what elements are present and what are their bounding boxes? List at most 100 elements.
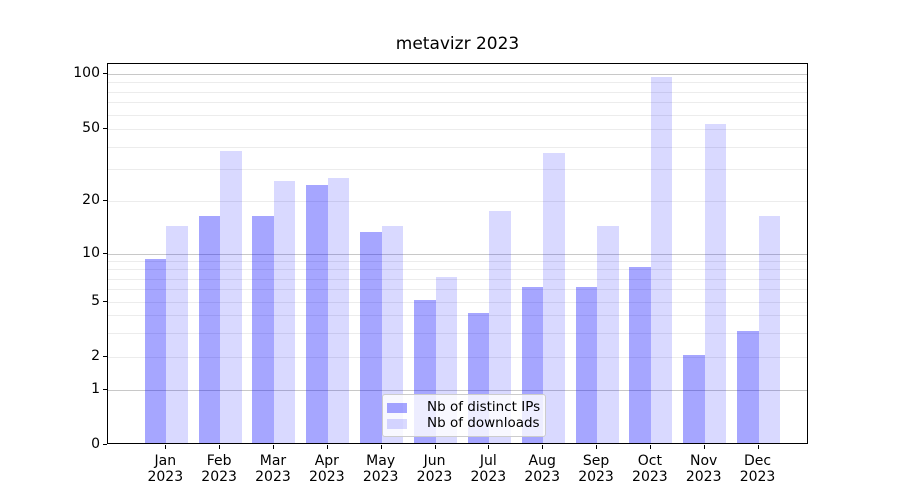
- legend-entry-downloads: Nb of downloads: [387, 415, 540, 431]
- legend-label-distinct-ips: Nb of distinct IPs: [427, 399, 541, 415]
- x-tick-label-sep: Sep 2023: [569, 453, 623, 485]
- bar-sep-downloads: [597, 226, 619, 443]
- bar-apr-downloads: [327, 178, 350, 443]
- y-tick-label-100: 100: [73, 65, 100, 81]
- x-tick-label-mar: Mar 2023: [246, 453, 300, 485]
- minor-gridline-40: [108, 146, 807, 148]
- bar-nov-distinct-ips: [683, 355, 705, 443]
- x-tick-label-nov: Nov 2023: [677, 453, 731, 485]
- x-tick-mark-may: [380, 445, 382, 449]
- bar-oct-distinct-ips: [629, 267, 651, 443]
- minor-gridline-70: [108, 102, 807, 104]
- minor-gridline-2: [108, 357, 807, 358]
- bar-oct-downloads: [650, 76, 673, 443]
- minor-gridline-5: [108, 302, 807, 303]
- minor-gridline-9: [108, 261, 807, 263]
- x-tick-label-dec: Dec 2023: [731, 453, 785, 485]
- y-tick-label-20: 20: [82, 192, 100, 208]
- minor-gridline-90: [108, 82, 807, 84]
- x-tick-mark-jul: [488, 445, 490, 449]
- x-tick-year-dec: 2023: [739, 469, 776, 485]
- major-gridline-100: [108, 74, 807, 75]
- x-tick-year-mar: 2023: [255, 469, 291, 485]
- legend-entry-distinct-ips: Nb of distinct IPs: [387, 399, 541, 415]
- x-tick-mark-apr: [326, 445, 328, 449]
- minor-gridline-6: [108, 289, 807, 291]
- x-tick-mark-mar: [272, 445, 274, 449]
- x-tick-label-may: May 2023: [354, 453, 408, 485]
- y-tick-label-50: 50: [82, 120, 100, 136]
- legend-swatch-downloads: [387, 418, 407, 429]
- chart-title: metavizr 2023: [395, 34, 520, 54]
- y-tick-mark-10: [103, 253, 107, 254]
- x-tick-year-jan: 2023: [147, 469, 184, 485]
- bar-mar-distinct-ips: [252, 216, 274, 443]
- major-gridline-10: [108, 254, 807, 255]
- y-tick-label-0: 0: [91, 436, 100, 452]
- x-tick-mark-jan: [165, 445, 167, 449]
- x-tick-label-jan: Jan 2023: [138, 453, 192, 485]
- x-tick-mark-sep: [596, 445, 598, 449]
- y-tick-label-2: 2: [91, 348, 100, 364]
- legend-swatch-distinct-ips: [387, 402, 407, 413]
- plot-area: Nb of distinct IPs Nb of downloads: [107, 63, 808, 444]
- x-tick-label-aug: Aug 2023: [515, 453, 569, 485]
- bar-jan-distinct-ips: [144, 259, 167, 443]
- bar-nov-downloads: [704, 123, 727, 443]
- x-tick-mark-nov: [703, 445, 705, 449]
- minor-gridline-80: [108, 91, 807, 93]
- x-tick-label-apr: Apr 2023: [300, 453, 354, 485]
- bar-feb-distinct-ips: [198, 216, 221, 443]
- bar-may-distinct-ips: [360, 231, 382, 443]
- y-tick-label-10: 10: [82, 245, 100, 261]
- minor-gridline-20: [108, 201, 807, 202]
- bar-feb-downloads: [220, 150, 242, 443]
- y-tick-mark-50: [103, 128, 107, 129]
- y-tick-mark-1: [103, 389, 107, 390]
- y-tick-mark-2: [103, 356, 107, 357]
- major-gridline-1: [108, 390, 807, 391]
- x-tick-year-sep: 2023: [578, 469, 614, 485]
- bar-apr-distinct-ips: [306, 184, 328, 443]
- bar-jan-downloads: [166, 226, 188, 443]
- x-tick-mark-aug: [542, 445, 544, 449]
- bar-may-downloads: [381, 226, 404, 443]
- y-tick-mark-100: [103, 73, 107, 74]
- minor-gridline-3: [108, 332, 807, 334]
- x-tick-label-oct: Oct 2023: [623, 453, 677, 485]
- x-tick-year-apr: 2023: [308, 469, 345, 485]
- bar-dec-distinct-ips: [737, 330, 759, 443]
- x-tick-year-aug: 2023: [524, 469, 560, 485]
- x-tick-year-feb: 2023: [201, 469, 237, 485]
- x-tick-year-may: 2023: [362, 469, 399, 485]
- bar-sep-distinct-ips: [575, 287, 598, 443]
- x-tick-mark-oct: [649, 445, 651, 449]
- x-tick-label-feb: Feb 2023: [192, 453, 246, 485]
- legend-label-downloads: Nb of downloads: [427, 415, 540, 431]
- y-tick-label-1: 1: [91, 381, 100, 397]
- x-tick-year-jul: 2023: [470, 469, 507, 485]
- minor-gridline-7: [108, 278, 807, 280]
- x-tick-year-oct: 2023: [632, 469, 668, 485]
- x-tick-year-jun: 2023: [416, 469, 453, 485]
- minor-gridline-8: [108, 269, 807, 271]
- legend: Nb of distinct IPs Nb of downloads: [382, 394, 546, 437]
- bar-jul-downloads: [489, 211, 511, 443]
- y-tick-label-5: 5: [91, 293, 100, 309]
- y-tick-mark-5: [103, 301, 107, 302]
- bar-mar-downloads: [273, 181, 296, 443]
- x-tick-mark-feb: [219, 445, 221, 449]
- y-tick-mark-20: [103, 200, 107, 201]
- x-tick-label-jul: Jul 2023: [461, 453, 515, 485]
- minor-gridline-30: [108, 169, 807, 171]
- y-tick-mark-0: [103, 444, 107, 445]
- x-tick-label-jun: Jun 2023: [408, 453, 462, 485]
- bar-aug-downloads: [543, 152, 565, 443]
- bar-dec-downloads: [758, 216, 781, 443]
- minor-gridline-50: [108, 129, 807, 130]
- minor-gridline-60: [108, 114, 807, 116]
- x-tick-year-nov: 2023: [685, 469, 722, 485]
- x-tick-mark-dec: [757, 445, 759, 449]
- x-tick-mark-jun: [434, 445, 436, 449]
